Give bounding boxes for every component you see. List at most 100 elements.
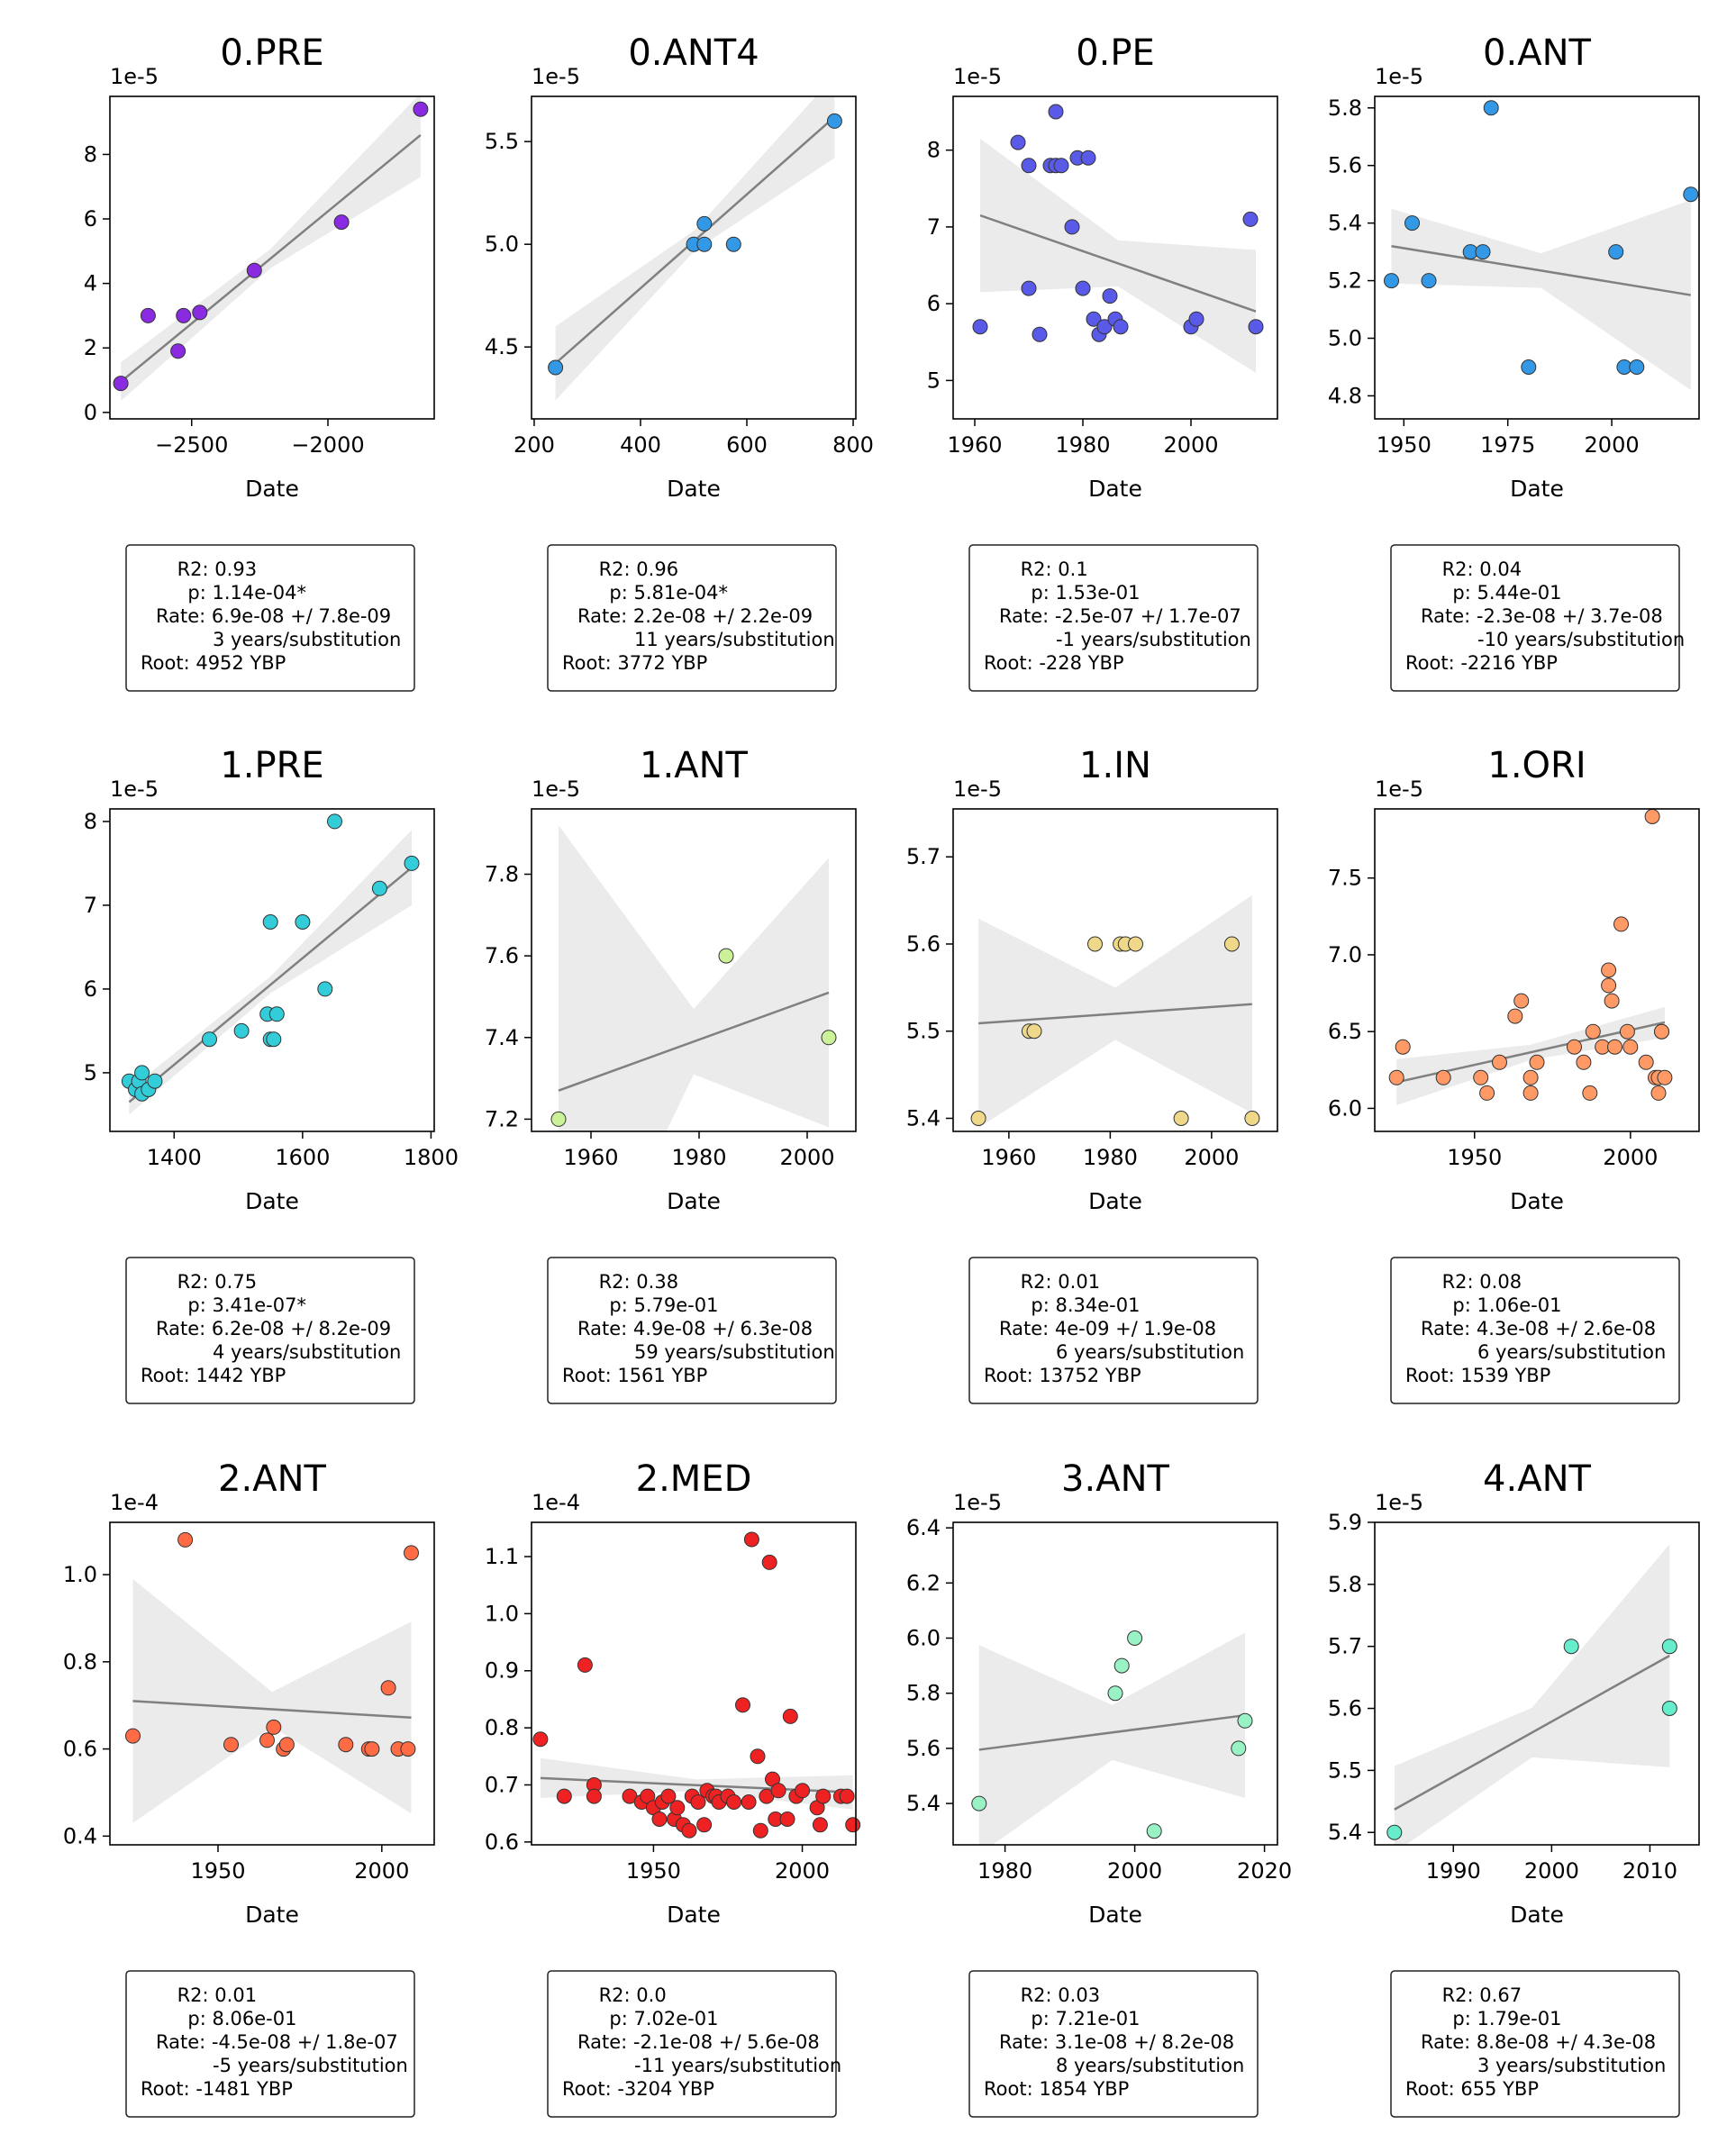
subplot-1.IN: 1960 1980 2000 5.4 5.5 5.6 5.7 1.IN 1e-5 Date R2: … [906, 745, 1278, 1404]
data-point [170, 343, 186, 359]
x-tick-label: 1975 [1480, 432, 1535, 458]
stat-p: p: 5.81e-04* [609, 582, 728, 604]
data-point [134, 1065, 150, 1081]
stat-p: p: 1.53e-01 [1031, 582, 1140, 604]
stat-years: 4 years/substitution [213, 1341, 401, 1363]
stat-r2: R2: 0.03 [1021, 1984, 1100, 2006]
y-tick-label: 5.6 [906, 1736, 941, 1761]
data-point [970, 1111, 986, 1126]
stat-years: -1 years/substitution [1056, 629, 1251, 650]
regression-line [132, 1700, 412, 1719]
y-tick-label: 0 [84, 400, 97, 425]
x-tick-label: 2000 [779, 1145, 834, 1170]
x-tick-label: 200 [514, 432, 555, 458]
stat-r2: R2: 0.1 [1021, 558, 1088, 580]
stat-p: p: 5.44e-01 [1452, 582, 1561, 604]
axes-frame [109, 95, 435, 420]
y-tick-label: 6 [84, 976, 97, 1002]
data-point [741, 1794, 757, 1810]
data-point [246, 262, 262, 278]
x-tick-label: 1960 [981, 1145, 1036, 1170]
data-point [577, 1657, 593, 1673]
data-point [1421, 273, 1437, 289]
stat-years: 8 years/substitution [1056, 2055, 1244, 2076]
data-point [681, 1822, 697, 1839]
x-tick-label: 2000 [1585, 432, 1640, 458]
plot-title: 0.ANT4 [628, 32, 759, 74]
y-tick-label: 0.8 [485, 1715, 519, 1740]
data-point [779, 1811, 795, 1827]
stat-p: p: 8.34e-01 [1031, 1294, 1140, 1316]
data-point [404, 1545, 419, 1561]
data-point [1644, 809, 1660, 824]
data-point [192, 304, 208, 321]
x-tick-label: 1980 [1083, 1145, 1138, 1170]
stats-box [547, 1257, 837, 1404]
data-point [696, 1817, 713, 1833]
y-tick-label: 5.2 [1328, 268, 1362, 294]
data-point [1242, 211, 1259, 227]
data-point [1075, 280, 1091, 296]
plot-title: 1.PRE [220, 745, 323, 786]
stat-years: 6 years/substitution [1477, 1341, 1666, 1363]
stat-rate: Rate: 4e-09 +/ 1.9e-08 [999, 1318, 1216, 1339]
stats-box [1390, 544, 1680, 692]
y-tick-label: 5.5 [906, 1019, 941, 1044]
data-point [1231, 1740, 1247, 1757]
stat-root: Root: -2216 YBP [1405, 652, 1558, 674]
y-tick-label: 5.8 [906, 1681, 941, 1706]
stat-years: 11 years/substitution [634, 629, 835, 650]
plot-title: 0.PRE [220, 32, 323, 74]
y-tick-label: 8 [84, 141, 97, 167]
data-point [364, 1741, 380, 1757]
data-point [1529, 1054, 1545, 1070]
data-point [1608, 244, 1624, 260]
data-point [1102, 288, 1118, 304]
stat-p: p: 7.21e-01 [1031, 2008, 1140, 2029]
stats-box [125, 544, 415, 692]
stat-p: p: 5.79e-01 [609, 1294, 718, 1316]
plot-title: 1.ANT [640, 745, 748, 786]
stat-r2: R2: 0.75 [177, 1271, 257, 1293]
stat-years: -10 years/substitution [1477, 629, 1685, 650]
axes-frame [1374, 95, 1700, 420]
data-point [1388, 1069, 1404, 1085]
data-point [176, 307, 192, 323]
y-tick-label: 1.0 [63, 1562, 97, 1587]
confidence-band [559, 825, 829, 1131]
stat-root: Root: 655 YBP [1405, 2078, 1539, 2100]
data-point [821, 1030, 837, 1046]
x-tick-label: 2000 [775, 1858, 830, 1884]
stat-root: Root: 1854 YBP [984, 2078, 1129, 2100]
y-tick-label: 0.6 [63, 1737, 97, 1762]
stat-p: p: 1.79e-01 [1452, 2008, 1561, 2029]
stat-rate: Rate: 4.9e-08 +/ 6.3e-08 [577, 1318, 813, 1339]
subplot-3.ANT: 1980 2000 2020 5.4 5.6 5.8 6.0 6.2 6.4 3.ANT 1e-5 D… [906, 1458, 1292, 2118]
stats-box [968, 1257, 1259, 1404]
y-tick-label: 5 [84, 1060, 97, 1085]
axes-frame [531, 95, 857, 420]
x-tick-label: 2020 [1237, 1858, 1292, 1884]
y-tick-label: 5.0 [485, 232, 519, 257]
axes-frame [109, 808, 435, 1132]
data-point [1683, 186, 1699, 203]
stat-rate: Rate: 2.2e-08 +/ 2.2e-09 [577, 605, 813, 627]
data-point [1087, 936, 1103, 952]
y-tick-label: 5.6 [906, 931, 941, 957]
y-tick-label: 7.5 [1328, 866, 1362, 891]
y-tick-label: 5.4 [1328, 1820, 1362, 1845]
data-point [651, 1811, 668, 1827]
y-offset-label: 1e-5 [532, 776, 580, 802]
data-point [113, 376, 129, 392]
data-point [1657, 1069, 1673, 1085]
stat-r2: R2: 0.01 [1021, 1271, 1100, 1293]
plot-title: 2.MED [636, 1458, 752, 1500]
data-point [1601, 977, 1617, 994]
y-tick-label: 6.0 [1328, 1095, 1362, 1121]
confidence-band [132, 1578, 412, 1823]
data-point [971, 1795, 987, 1811]
data-point [1638, 1054, 1654, 1070]
data-point [1613, 916, 1629, 932]
stat-p: p: 8.06e-01 [187, 2008, 296, 2029]
data-point [1585, 1023, 1601, 1040]
